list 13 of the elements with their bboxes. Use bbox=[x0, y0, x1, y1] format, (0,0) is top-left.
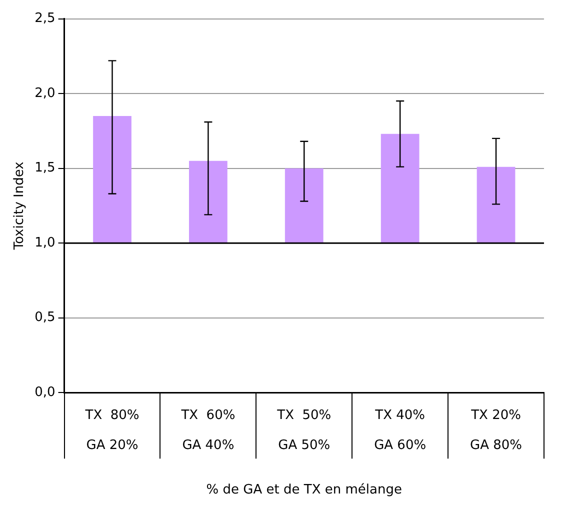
x-tick-label: TX 50% GA 50% bbox=[276, 408, 332, 453]
y-tick-label: 0,5 bbox=[34, 310, 56, 326]
y-tick-label: 2,0 bbox=[34, 86, 56, 101]
y-tick-label: 1,0 bbox=[34, 235, 56, 250]
x-tick-label: TX 60% GA 40% bbox=[180, 408, 236, 453]
y-tick-label: 2,5 bbox=[34, 11, 56, 26]
x-tick-label: TX 40% GA 60% bbox=[374, 408, 426, 453]
y-axis-title: Toxicity Index bbox=[12, 161, 28, 251]
x-tick-label: TX 80% GA 20% bbox=[84, 408, 140, 453]
y-tick-label: 1,5 bbox=[34, 160, 56, 176]
y-tick-label: 0,0 bbox=[34, 384, 56, 400]
x-axis-title: % de GA et de TX en mélange bbox=[206, 482, 402, 498]
x-tick-label: TX 20% GA 80% bbox=[470, 408, 522, 453]
